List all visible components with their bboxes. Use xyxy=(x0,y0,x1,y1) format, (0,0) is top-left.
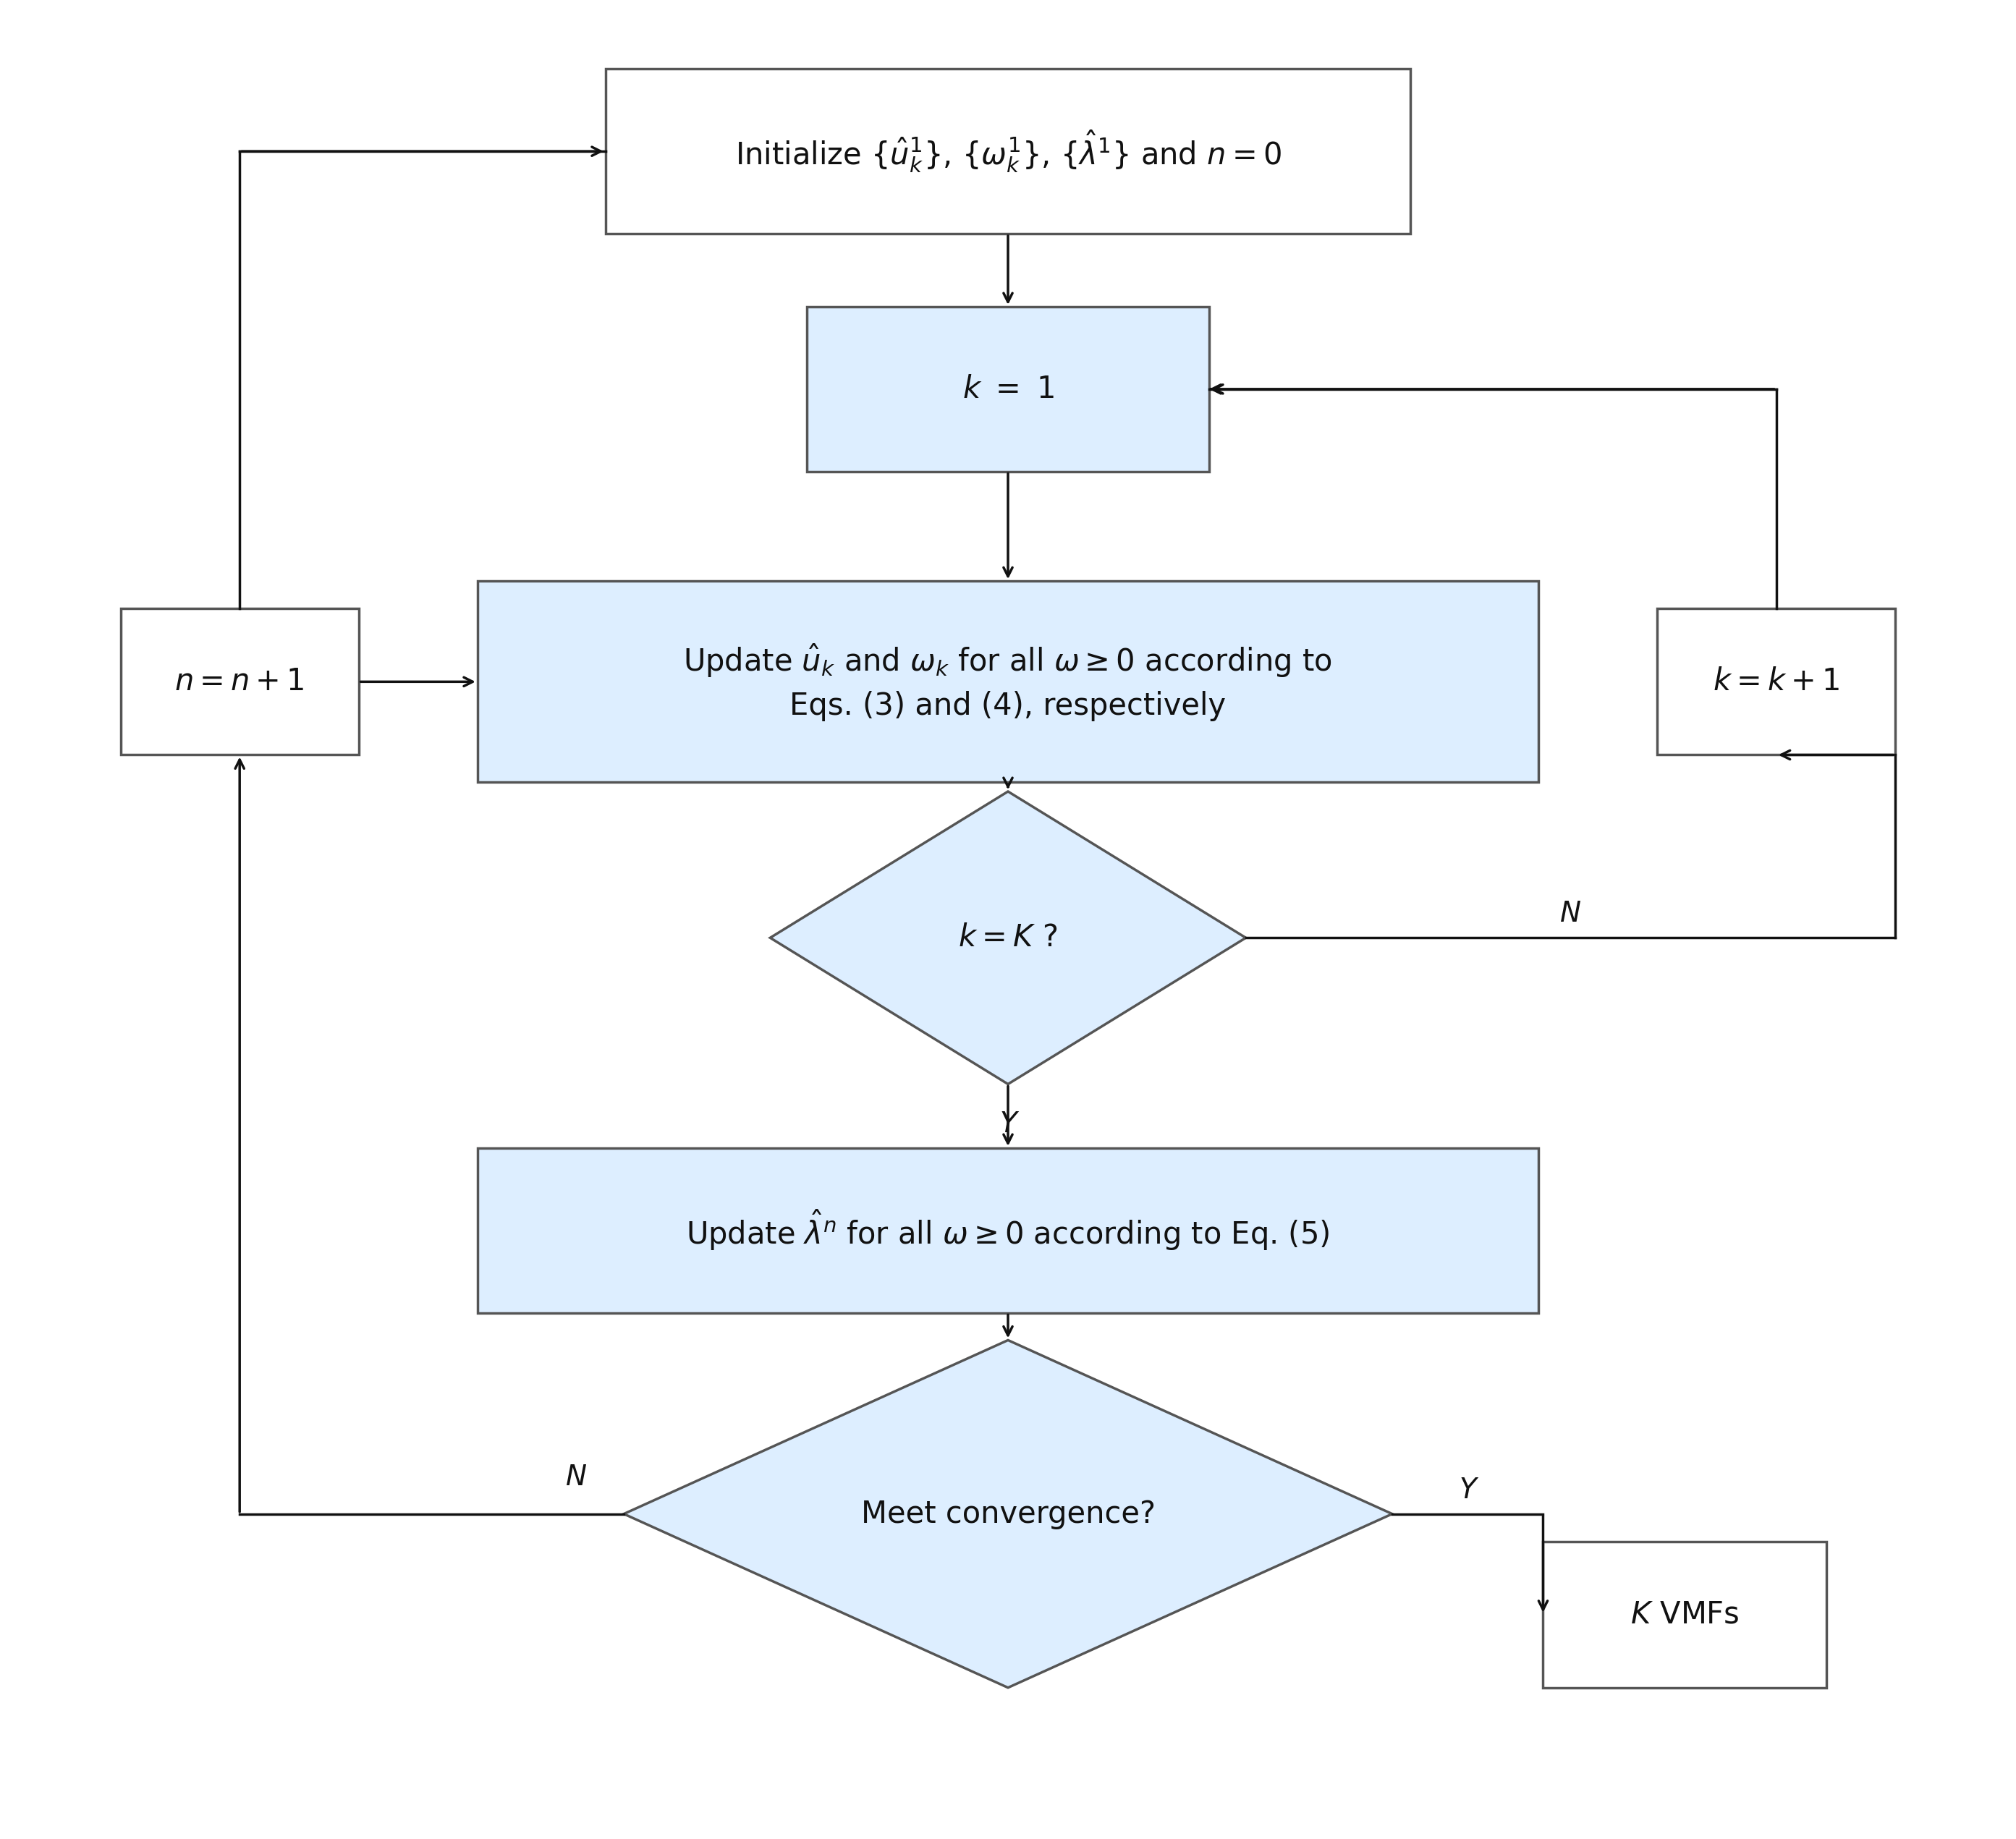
Text: Update $\hat{\lambda}^n$ for all $\omega\geq 0$ according to Eq. (5): Update $\hat{\lambda}^n$ for all $\omega… xyxy=(685,1208,1331,1252)
Text: Meet convergence?: Meet convergence? xyxy=(861,1499,1155,1528)
FancyBboxPatch shape xyxy=(478,581,1538,782)
Polygon shape xyxy=(770,791,1246,1085)
Text: Update $\hat{u}_k$ and $\omega_k$ for all $\omega\geq 0$ according to
Eqs. (3) a: Update $\hat{u}_k$ and $\omega_k$ for al… xyxy=(683,642,1333,721)
Text: $k=k+1$: $k=k+1$ xyxy=(1714,666,1841,697)
FancyBboxPatch shape xyxy=(478,1148,1538,1313)
Text: Initialize $\{\hat{u}_k^1\}$, $\{\omega_k^1\}$, $\{\hat{\lambda}^1\}$ and $n=0$: Initialize $\{\hat{u}_k^1\}$, $\{\omega_… xyxy=(736,129,1280,175)
Text: N: N xyxy=(1560,901,1581,927)
Text: $K$ VMFs: $K$ VMFs xyxy=(1631,1600,1740,1629)
FancyBboxPatch shape xyxy=(1657,609,1895,754)
Text: Y: Y xyxy=(1000,1111,1016,1138)
Text: $k\ =\ 1$: $k\ =\ 1$ xyxy=(962,373,1054,405)
FancyBboxPatch shape xyxy=(121,609,359,754)
Text: $n=n+1$: $n=n+1$ xyxy=(175,666,304,697)
Text: N: N xyxy=(566,1464,587,1491)
Polygon shape xyxy=(623,1341,1393,1688)
FancyBboxPatch shape xyxy=(605,70,1411,234)
Text: $k=K\ ?$: $k=K\ ?$ xyxy=(958,923,1058,953)
FancyBboxPatch shape xyxy=(806,307,1210,471)
FancyBboxPatch shape xyxy=(1542,1541,1826,1688)
Text: Y: Y xyxy=(1460,1477,1476,1504)
